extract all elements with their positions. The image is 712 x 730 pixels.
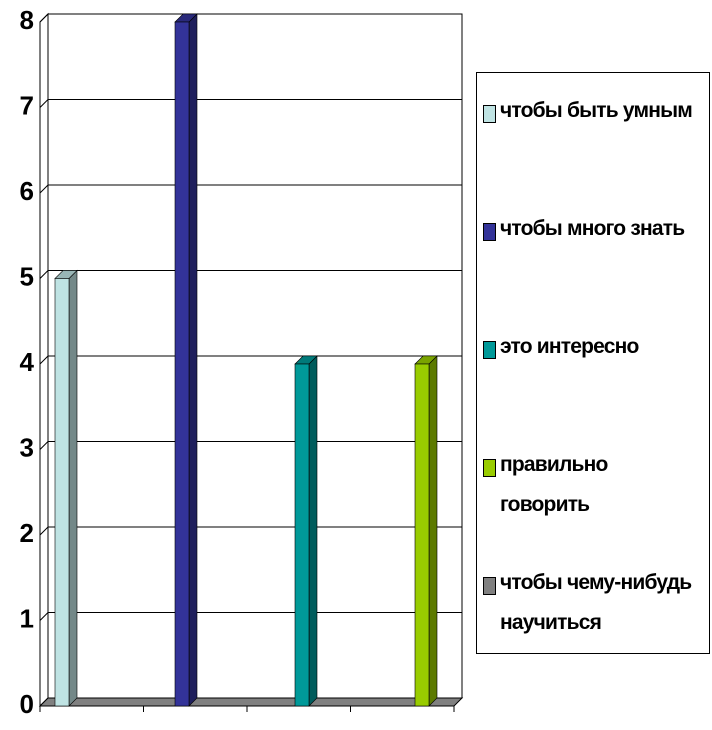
legend-swatch: [483, 459, 496, 477]
bar: [294, 363, 310, 707]
y-tick-label: 7: [20, 90, 34, 120]
grid-line: [39, 355, 462, 365]
grid-line: [39, 526, 462, 536]
y-tick-label: 8: [20, 5, 34, 35]
grid-line: [39, 13, 462, 23]
legend-swatch: [483, 105, 496, 123]
bar-side: [188, 13, 198, 707]
legend-label: правильно говорить: [500, 453, 608, 516]
bar-side: [428, 355, 438, 707]
grid-line: [39, 270, 462, 279]
legend: чтобы быть умным чтобы много знать это инт…: [476, 72, 710, 654]
grid-line: [39, 441, 462, 450]
legend-entry: чтобы чему-нибудь научиться: [483, 571, 709, 643]
bar: [174, 21, 190, 707]
y-tick-label: 6: [20, 176, 34, 206]
grid-line: [39, 184, 462, 194]
legend-label: это интересно: [500, 335, 639, 358]
legend-swatch: [483, 577, 496, 595]
floor: [38, 697, 464, 707]
legend-swatch: [483, 341, 496, 359]
legend-label: чтобы быть умным: [500, 99, 693, 122]
legend-entry: чтобы много знать: [483, 217, 709, 249]
legend-entry: это интересно: [483, 335, 709, 367]
legend-entry: чтобы быть умным: [483, 99, 709, 131]
grid-line: [39, 612, 462, 621]
grid-line: [39, 99, 462, 108]
bar-side: [68, 269, 78, 707]
legend-label: чтобы чему-нибудь научиться: [500, 571, 692, 634]
y-tick-label: 4: [20, 347, 35, 377]
y-tick-label: 1: [20, 603, 34, 633]
y-tick-label: 0: [20, 689, 34, 719]
legend-swatch: [483, 223, 496, 241]
legend-entry: правильно говорить: [483, 453, 709, 525]
bar: [54, 278, 70, 707]
bar-side: [308, 355, 318, 707]
y-tick-label: 2: [20, 518, 34, 548]
bar: [414, 363, 430, 707]
legend-label: чтобы много знать: [500, 217, 685, 240]
y-tick-label: 3: [20, 432, 34, 462]
y-tick-label: 5: [20, 261, 34, 291]
